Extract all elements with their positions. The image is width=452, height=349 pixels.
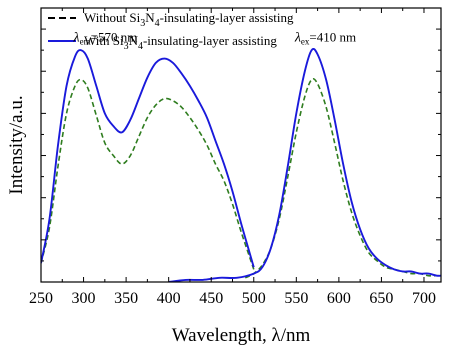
x-tick-label: 350	[114, 290, 138, 307]
x-tick-label: 300	[72, 290, 96, 307]
x-axis-title: Wavelength, λ/nm	[172, 325, 311, 346]
legend-label-0: Without Si3N4-insulating-layer assisting	[84, 10, 294, 29]
legend-label-1: With Si3N4-insulating-layer assisting	[84, 33, 277, 52]
legend: Without Si3N4-insulating-layer assisting…	[48, 10, 294, 52]
x-tick-label: 500	[242, 290, 266, 307]
peak-annotation-0: λem=570 nm	[73, 30, 138, 47]
x-tick-labels: 250 300 350 400 450 500 550 600 650 700	[29, 290, 436, 307]
peak-annotation-1: λex=410 nm	[294, 30, 356, 47]
x-tick-label: 600	[327, 290, 351, 307]
series-1-curve-0	[41, 49, 255, 268]
series-layer	[41, 47, 441, 282]
y-axis-title: Intensity/a.u.	[6, 95, 27, 194]
x-tick-label: 250	[29, 290, 53, 307]
x-tick-label: 550	[284, 290, 308, 307]
series-0-curve-1	[244, 77, 441, 279]
annotations: λem=570 nm λex=410 nm	[73, 30, 357, 47]
x-tick-label: 450	[199, 290, 223, 307]
x-tick-label: 650	[369, 290, 393, 307]
plot-frame	[40, 7, 442, 283]
ticks-layer	[40, 8, 441, 282]
series-0-curve-0	[41, 78, 255, 270]
x-tick-label: 700	[412, 290, 436, 307]
x-tick-label: 400	[157, 290, 181, 307]
series-1-curve-1	[168, 47, 441, 282]
